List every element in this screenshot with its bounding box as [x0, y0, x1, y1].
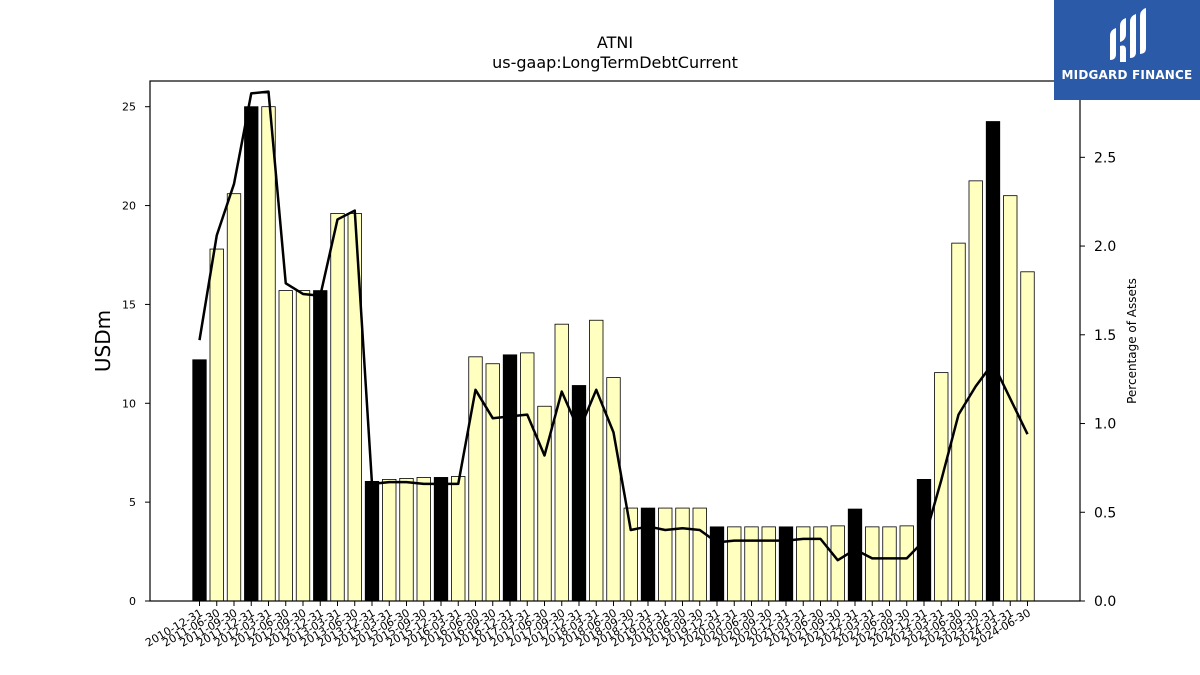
- y-tick-label: 0: [129, 595, 136, 608]
- bar-2023-03-31: [934, 372, 949, 602]
- logo-text: MIDGARD FINANCE: [1061, 68, 1193, 82]
- bar-2012-03-31: [261, 106, 276, 602]
- bar-2016-03-31: [451, 476, 466, 602]
- bar-2021-09-30: [830, 525, 845, 602]
- bar-2016-09-30: [485, 363, 500, 602]
- bar-2015-06-30: [399, 478, 414, 602]
- bar-2024-06-30: [1020, 271, 1035, 602]
- bar-2020-03-31: [727, 526, 742, 602]
- bar-2015-12-31: [433, 477, 449, 602]
- plot-frame: [149, 80, 1081, 602]
- bar-2010-12-31: [192, 359, 207, 602]
- bar-2020-09-30: [761, 526, 776, 602]
- y-tick-label: 5: [129, 496, 136, 509]
- logo: MIDGARD FINANCE: [1054, 0, 1200, 100]
- bar-2015-03-31: [382, 478, 397, 602]
- bar-2017-03-31: [520, 352, 535, 602]
- bar-2018-12-31: [640, 507, 656, 602]
- line-group: [198, 90, 1029, 562]
- bar-2013-12-31: [364, 480, 380, 602]
- bar-2012-12-31: [313, 290, 328, 602]
- y2-tick-label: 2.0: [1094, 239, 1116, 255]
- bar-2019-09-30: [692, 507, 707, 602]
- y-tick-label: 25: [122, 101, 136, 114]
- bar-2019-06-30: [675, 507, 690, 602]
- bar-2023-09-30: [968, 180, 983, 602]
- bar-2013-03-31: [330, 213, 345, 602]
- bar-2020-06-30: [744, 526, 759, 602]
- right-axis-ticks: 0.0 0.5 1.0 1.5 2.0 2.5: [1080, 150, 1116, 610]
- bar-2016-12-31: [502, 354, 518, 602]
- y-tick-label: 10: [122, 397, 136, 410]
- bar-2020-12-31: [778, 526, 794, 602]
- bar-2012-06-30: [278, 290, 293, 602]
- bar-2011-09-30: [226, 193, 242, 602]
- bar-2022-09-30: [899, 525, 914, 602]
- series-line-percentage-of-assets: [198, 90, 1029, 562]
- bar-2012-09-30: [295, 290, 311, 602]
- x-axis-ticks: 2010-12-312011-06-302011-09-302011-12-31…: [143, 601, 1033, 650]
- left-axis-ticks: 0 5 10 15 20 25: [122, 101, 150, 608]
- bar-2022-03-31: [865, 526, 880, 602]
- y2-tick-label: 2.5: [1094, 150, 1116, 166]
- y2-tick-label: 1.0: [1094, 417, 1116, 433]
- y2-tick-label: 0.0: [1094, 594, 1116, 610]
- bar-2019-03-31: [658, 507, 673, 602]
- bar-2023-06-30: [951, 242, 966, 602]
- y2-tick-label: 0.5: [1094, 505, 1116, 521]
- bar-2023-12-31: [985, 121, 1001, 602]
- bars-group: [192, 106, 1035, 602]
- bar-2015-09-30: [416, 477, 431, 602]
- bar-2018-03-31: [589, 319, 604, 602]
- bar-2022-06-30: [882, 526, 897, 602]
- y2-tick-label: 1.5: [1094, 328, 1116, 344]
- bar-2021-12-31: [847, 508, 863, 602]
- midgard-logo-icon: [1110, 8, 1146, 62]
- y-tick-label: 20: [122, 200, 136, 213]
- bar-2018-06-30: [606, 377, 621, 602]
- chart-subtitle: us-gaap:LongTermDebtCurrent: [492, 53, 738, 72]
- y2-axis-label: Percentage of Assets: [1125, 278, 1139, 404]
- chart-title: ATNI: [597, 33, 633, 52]
- bar-2017-09-30: [554, 323, 569, 602]
- bar-2011-12-31: [244, 106, 259, 602]
- bar-2011-06-30: [209, 248, 224, 602]
- y-axis-label: USDm: [91, 310, 115, 372]
- y-tick-label: 15: [122, 298, 136, 311]
- bar-2018-09-30: [623, 507, 638, 602]
